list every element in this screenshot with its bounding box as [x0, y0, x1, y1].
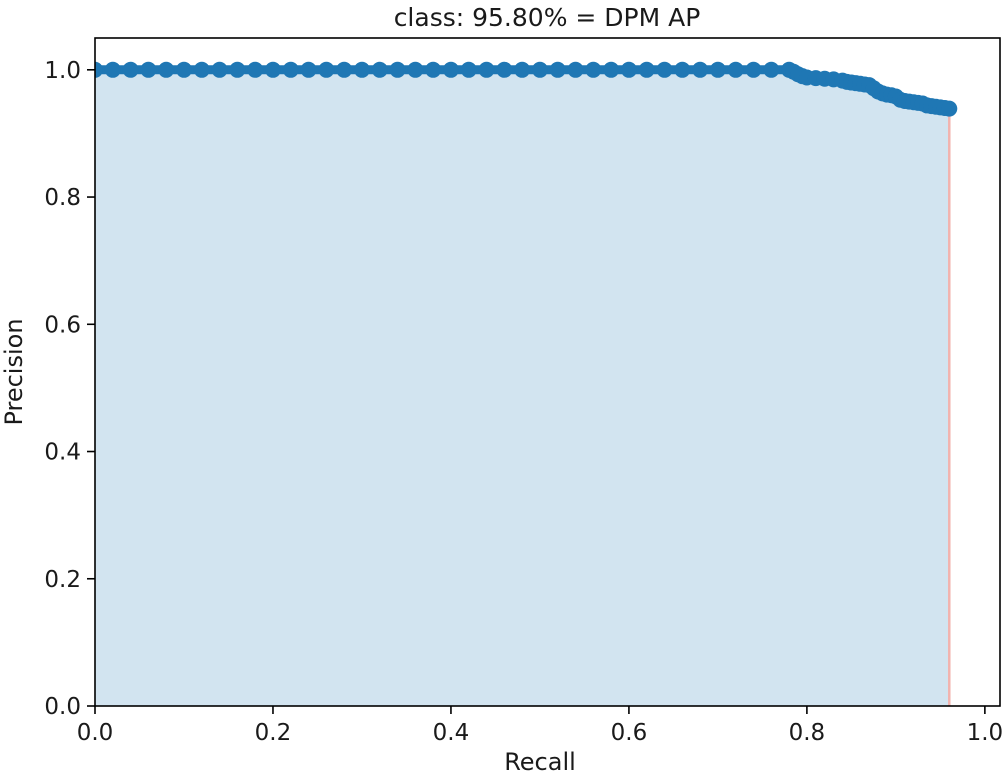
- pr-curve-marker: [745, 61, 762, 78]
- pr-curve-marker: [727, 61, 744, 78]
- pr-curve-marker: [941, 100, 958, 117]
- x-tick-label: 1.0: [967, 720, 1004, 746]
- pr-curve-marker: [425, 61, 442, 78]
- pr-curve-marker: [300, 61, 317, 78]
- pr-curve-marker: [514, 61, 531, 78]
- pr-curve-marker: [211, 61, 228, 78]
- pr-curve-marker: [531, 61, 548, 78]
- plot-area: 0.0 0.2 0.4 0.6 0.8 1.0 0.0 0.2 0.4 0.6 0.8 1.0: [44, 37, 1003, 746]
- pr-curve-marker: [442, 61, 459, 78]
- x-tick-label: 0.8: [789, 720, 826, 746]
- pr-curve-marker: [371, 61, 388, 78]
- pr-curve-marker: [478, 61, 495, 78]
- pr-curve-marker: [264, 61, 281, 78]
- fill-under-curve: [95, 69, 950, 706]
- pr-curve-marker: [620, 61, 637, 78]
- x-tick-label: 0.4: [433, 720, 470, 746]
- pr-curve-marker: [407, 61, 424, 78]
- pr-curve-marker: [389, 61, 406, 78]
- pr-curve-marker: [122, 61, 139, 78]
- pr-curve-marker: [567, 61, 584, 78]
- pr-curve-marker: [158, 61, 175, 78]
- x-tick-label: 0.6: [611, 720, 648, 746]
- y-tick-label: 0.2: [44, 567, 81, 593]
- pr-curve-marker: [140, 61, 157, 78]
- pr-curve-marker: [656, 61, 673, 78]
- pr-curve-marker: [549, 61, 566, 78]
- pr-curve-markers: [95, 61, 958, 117]
- y-axis-ticks: 0.0 0.2 0.4 0.6 0.8 1.0: [44, 58, 95, 720]
- x-axis-ticks: 0.0 0.2 0.4 0.6 0.8 1.0: [77, 706, 1003, 746]
- y-axis-label: Precision: [0, 318, 28, 425]
- pr-curve-marker: [282, 61, 299, 78]
- y-tick-label: 0.4: [44, 440, 81, 466]
- axis-spines: [94, 37, 1001, 707]
- y-tick-label: 0.8: [44, 185, 81, 211]
- x-tick-label: 0.0: [77, 720, 114, 746]
- pr-curve-marker: [229, 61, 246, 78]
- pr-curve-marker: [585, 61, 602, 78]
- y-tick-label: 0.0: [44, 694, 81, 720]
- pr-curve-marker: [692, 61, 709, 78]
- pr-curve-marker: [674, 61, 691, 78]
- chart-title: class: 95.80% = DPM AP: [394, 3, 701, 32]
- y-tick-label: 1.0: [44, 58, 81, 84]
- pr-curve-marker: [496, 61, 513, 78]
- pr-curve-marker: [709, 61, 726, 78]
- pr-curve-marker: [353, 61, 370, 78]
- pr-curve-marker: [104, 61, 121, 78]
- pr-curve-marker: [95, 61, 103, 78]
- pr-curve-marker: [247, 61, 264, 78]
- pr-curve-marker: [336, 61, 353, 78]
- pr-curve-marker: [175, 61, 192, 78]
- pr-curve-marker: [603, 61, 620, 78]
- x-tick-label: 0.2: [255, 720, 292, 746]
- y-tick-label: 0.6: [44, 312, 81, 338]
- pr-curve-marker: [193, 61, 210, 78]
- pr-curve-marker: [460, 61, 477, 78]
- pr-curve-marker: [638, 61, 655, 78]
- x-axis-label: Recall: [504, 748, 576, 776]
- curve-group: [95, 61, 958, 706]
- pr-curve-marker: [763, 61, 780, 78]
- pr-curve-marker: [318, 61, 335, 78]
